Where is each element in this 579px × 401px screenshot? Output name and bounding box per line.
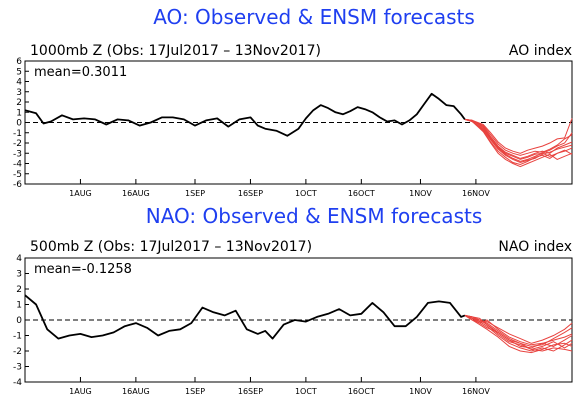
ao-x-tick-label: 1NOV: [409, 189, 432, 198]
ao-x-tick-label: 1OCT: [295, 189, 317, 198]
nao-title: NAO: Observed & ENSM forecasts: [146, 204, 483, 228]
ao-y-tick-label: 0: [16, 119, 22, 129]
ao-index-label: AO index: [509, 43, 572, 59]
nao-subtitle: 500mb Z (Obs: 17Jul2017 – 13Nov2017): [30, 239, 312, 255]
ao-forecast-member-line: [464, 118, 573, 162]
ao-forecast-member-line: [464, 118, 573, 156]
ao-x-tick-label: 16AUG: [122, 189, 150, 198]
nao-x-tick-label: 16SEP: [238, 387, 263, 396]
ao-y-tick-label: 4: [16, 78, 22, 88]
nao-y-tick-label: 3: [16, 270, 22, 280]
nao-x-tick-label: 1AUG: [69, 387, 92, 396]
ao-y-tick-label: -4: [13, 160, 22, 170]
ao-subtitle: 1000mb Z (Obs: 17Jul2017 – 13Nov2017): [30, 43, 321, 59]
ao-forecast-member-line: [464, 118, 573, 154]
ao-x-tick-label: 1AUG: [69, 189, 92, 198]
nao-y-tick-label: -3: [13, 363, 22, 373]
ao-title: AO: Observed & ENSM forecasts: [153, 5, 475, 29]
nao-x-tick-label: 16AUG: [122, 387, 150, 396]
nao-x-tick-label: 1SEP: [185, 387, 205, 396]
nao-x-tick-label: 16NOV: [462, 387, 490, 396]
ao-y-tick-label: -1: [13, 129, 22, 139]
nao-forecast-member-line: [464, 314, 573, 349]
ao-forecast-member-line: [464, 118, 573, 168]
nao-forecast-member-line: [464, 314, 573, 344]
nao-y-tick-label: 1: [16, 301, 22, 311]
nao-observed-line: [24, 294, 466, 340]
nao-index-label: NAO index: [498, 239, 572, 255]
ao-y-tick-label: 2: [16, 98, 22, 108]
nao-y-tick-label: -4: [13, 378, 22, 388]
ao-y-tick-label: -6: [13, 180, 22, 190]
ao-y-tick-label: 1: [16, 108, 22, 118]
nao-y-tick-label: 0: [16, 316, 22, 326]
ao-y-tick-label: 6: [16, 57, 22, 67]
nao-x-tick-label: 1NOV: [409, 387, 432, 396]
ao-forecast-member-line: [464, 118, 573, 160]
ao-x-tick-label: 1SEP: [185, 189, 205, 198]
nao-x-tick-label: 16OCT: [348, 387, 375, 396]
nao-y-tick-label: 2: [16, 285, 22, 295]
ao-y-tick-label: -5: [13, 170, 22, 180]
ao-forecast-member-line: [464, 118, 573, 164]
nao-y-tick-label: -2: [13, 347, 22, 357]
ao-y-tick-label: 5: [16, 67, 22, 77]
nao-mean-label: mean=-0.1258: [34, 262, 132, 277]
ao-observed-line: [24, 92, 466, 137]
ao-x-tick-label: 16OCT: [348, 189, 375, 198]
ao-mean-label: mean=0.3011: [34, 65, 127, 80]
ao-y-tick-label: -2: [13, 139, 22, 149]
nao-y-tick-label: -1: [13, 332, 22, 342]
ao-y-tick-label: 3: [16, 88, 22, 98]
nao-forecast-member-line: [464, 314, 573, 354]
ao-forecast-member-line: [464, 118, 573, 166]
nao-y-tick-label: 4: [16, 254, 22, 264]
ao-x-tick-label: 16NOV: [462, 189, 490, 198]
nao-forecast-member-line: [464, 314, 573, 352]
ao-x-tick-label: 16SEP: [238, 189, 263, 198]
nao-plot: 4 3 2 1 0 -1 -2 -3 -4 1AUG 16AUG 1SEP 16SEP 1OCT 16OCT…: [13, 254, 573, 396]
ao-y-tick-label: -3: [13, 149, 22, 159]
nao-x-tick-label: 1OCT: [295, 387, 317, 396]
